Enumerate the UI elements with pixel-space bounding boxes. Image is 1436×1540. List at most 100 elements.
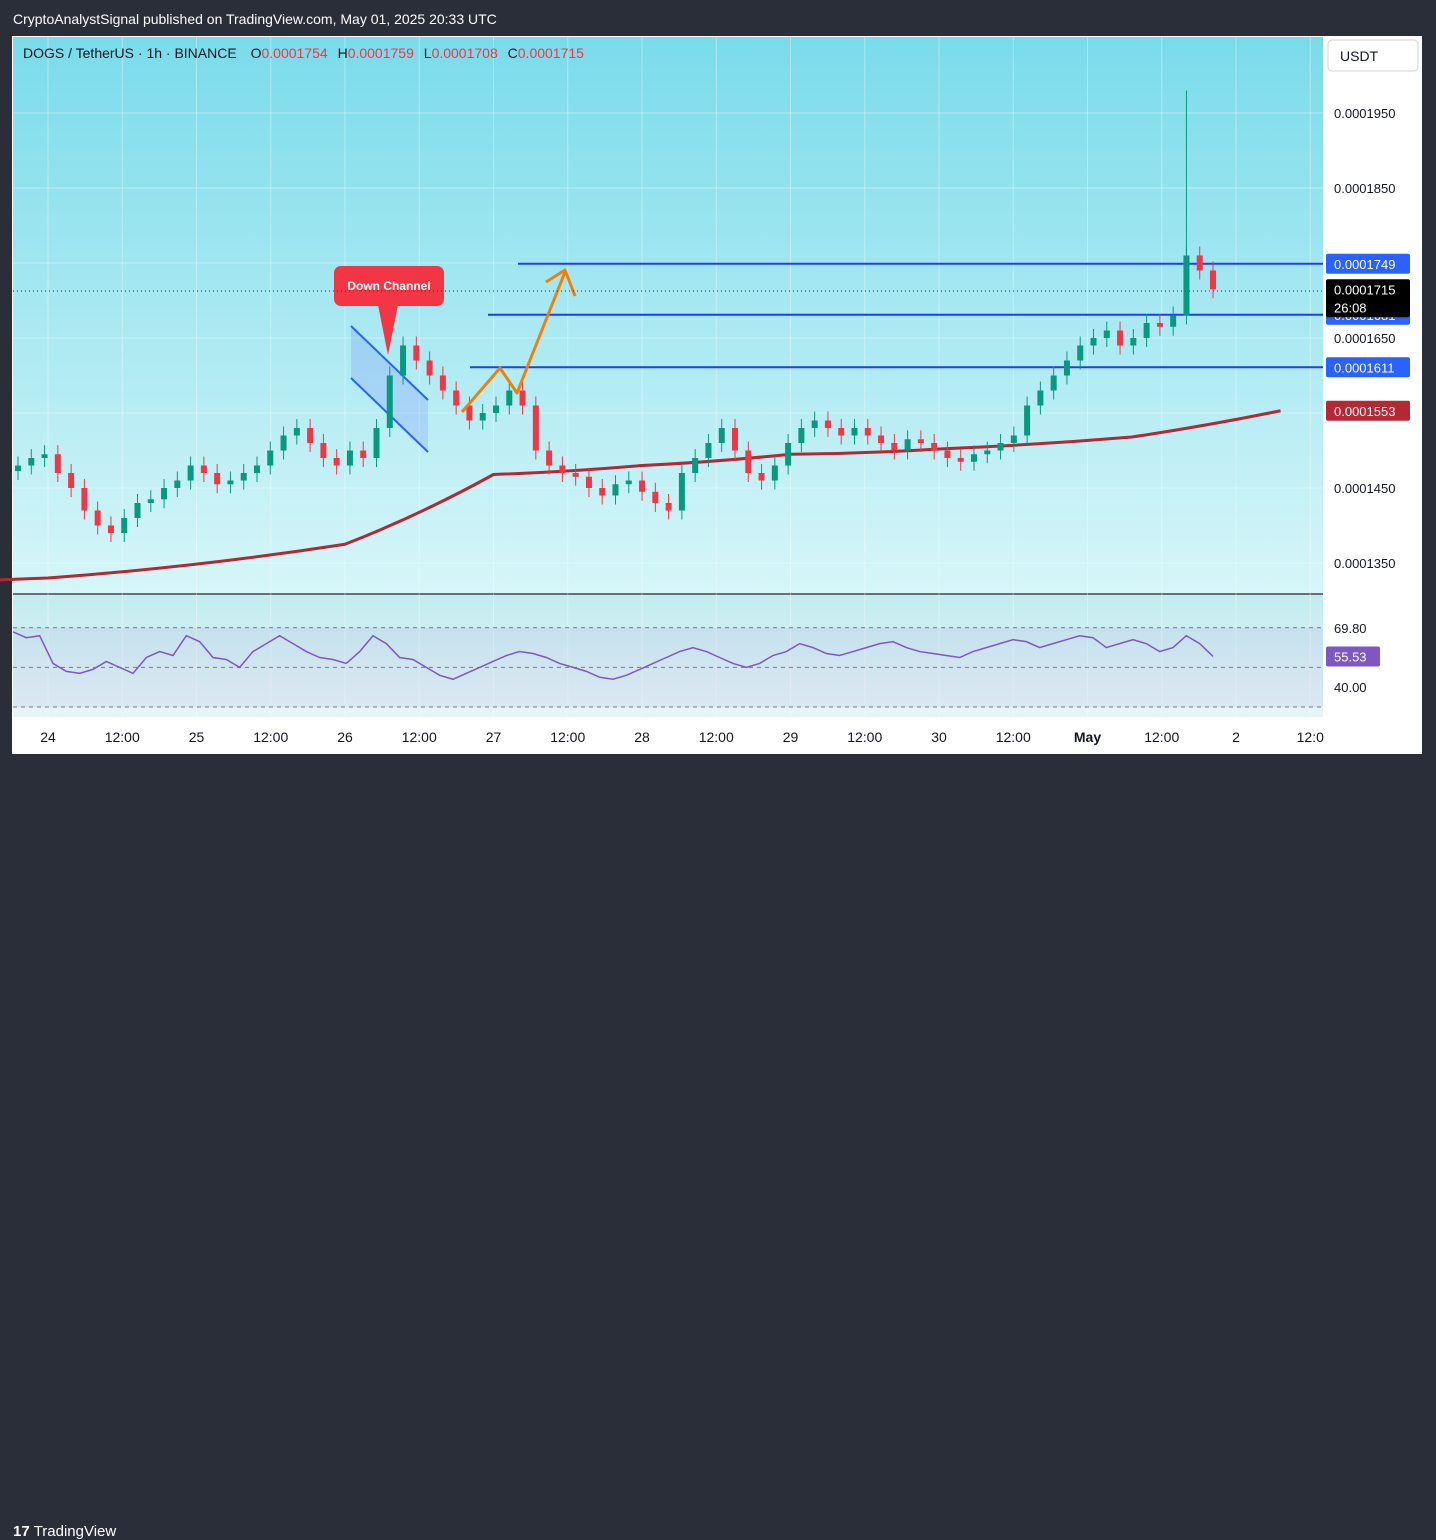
candle-body bbox=[1090, 338, 1097, 346]
time-tick-label: 2 bbox=[1232, 729, 1240, 745]
projection-arrow[interactable] bbox=[460, 268, 577, 413]
ma-price-tag bbox=[1326, 400, 1410, 421]
candle-body bbox=[612, 484, 619, 496]
ma-price-label: 0.0001553 bbox=[1334, 404, 1395, 419]
candle-body bbox=[1130, 338, 1137, 346]
candle-body bbox=[944, 450, 951, 458]
candle-body bbox=[1063, 360, 1070, 376]
candle-body bbox=[838, 428, 845, 436]
candle-body bbox=[174, 480, 181, 488]
candle-body bbox=[745, 450, 752, 473]
candle-body bbox=[891, 443, 898, 451]
time-tick-label: 27 bbox=[486, 729, 502, 745]
candle-body bbox=[1010, 435, 1017, 443]
time-tick-label: 12:0 bbox=[1297, 729, 1324, 745]
callout-label: Down Channel bbox=[347, 279, 430, 293]
price-tick-label: 0.0001350 bbox=[1334, 556, 1395, 571]
candle-body bbox=[453, 390, 460, 406]
candle-body bbox=[559, 465, 566, 473]
candle-body bbox=[1143, 323, 1150, 338]
price-tick-label: 0.0001950 bbox=[1334, 106, 1395, 121]
down-channel-callout[interactable]: Down Channel bbox=[334, 266, 444, 355]
candle-body bbox=[532, 405, 539, 451]
time-tick-label: 25 bbox=[189, 729, 205, 745]
rsi-indicator bbox=[12, 627, 1323, 708]
candle-body bbox=[878, 435, 885, 443]
candle-body bbox=[971, 454, 977, 462]
close-label: C bbox=[508, 45, 518, 61]
currency-button-box[interactable] bbox=[1327, 39, 1419, 72]
candle-body bbox=[1103, 330, 1110, 338]
candle-body bbox=[28, 458, 35, 466]
candle-body bbox=[320, 443, 327, 458]
candle-body bbox=[785, 443, 792, 466]
channel-upper-line[interactable] bbox=[350, 325, 429, 401]
tradingview-logo[interactable]: 17 TradingView bbox=[13, 1523, 116, 1540]
last-price-tag bbox=[1326, 279, 1410, 318]
high-label: H bbox=[338, 45, 348, 61]
candle-body bbox=[639, 480, 646, 492]
candle-body bbox=[360, 450, 367, 458]
tradingview-logo-text: TradingView bbox=[33, 1523, 117, 1540]
candle-body bbox=[824, 420, 831, 428]
candle-body bbox=[386, 375, 393, 428]
symbol-legend: DOGS / TetherUS · 1h · BINANCE O0.000175… bbox=[23, 45, 584, 61]
arrow-path[interactable] bbox=[460, 271, 567, 413]
candle-body bbox=[811, 420, 818, 428]
candle-body bbox=[599, 488, 606, 496]
candle-body bbox=[466, 405, 473, 421]
candle-body bbox=[307, 428, 314, 443]
grid bbox=[13, 37, 1323, 717]
candle-body bbox=[81, 488, 88, 511]
price-axis[interactable]: 0.00019500.00018500.00017500.00016500.00… bbox=[1326, 106, 1410, 571]
candle-body bbox=[54, 454, 61, 473]
candle-body bbox=[1077, 345, 1084, 361]
candle-body bbox=[41, 454, 48, 458]
candle-body bbox=[214, 473, 221, 485]
candle-body bbox=[732, 428, 738, 451]
level-price-tag bbox=[1326, 357, 1410, 378]
candle-body bbox=[280, 435, 287, 451]
candle-body bbox=[1183, 255, 1190, 316]
time-axis[interactable]: 24 12:00 25 12:00 26 12:00 27 12:00 28 12:00 29 12:… bbox=[40, 729, 1324, 745]
candle-body bbox=[200, 465, 207, 473]
candle-body bbox=[1156, 323, 1163, 327]
candle-body bbox=[240, 473, 247, 481]
rsi-tick-label: 69.80 bbox=[1334, 621, 1367, 636]
level-price-label: 0.0001611 bbox=[1334, 360, 1395, 375]
rsi-tick-label: 40.00 bbox=[1334, 680, 1367, 695]
open-value: 0.0001754 bbox=[261, 45, 327, 61]
candle-body bbox=[1117, 330, 1124, 346]
candle-body bbox=[1050, 375, 1057, 391]
time-tick-label: 12:00 bbox=[699, 729, 734, 745]
candle-body bbox=[293, 428, 300, 436]
price-tick-label: 0.0001850 bbox=[1334, 181, 1395, 196]
candle-body bbox=[625, 480, 632, 485]
candle-body bbox=[333, 458, 340, 466]
candlesticks bbox=[15, 90, 1216, 542]
candle-body bbox=[572, 473, 579, 477]
rsi-band-fill bbox=[13, 627, 1323, 707]
publish-line: CryptoAnalystSignal published on Trading… bbox=[13, 11, 497, 27]
callout-pointer bbox=[378, 305, 398, 355]
time-tick-label: 30 bbox=[931, 729, 947, 745]
candle-body bbox=[904, 439, 911, 451]
time-tick-label: 28 bbox=[634, 729, 650, 745]
candle-body bbox=[758, 473, 765, 481]
candle-body bbox=[94, 510, 101, 526]
callout-box bbox=[334, 266, 444, 306]
candle-body bbox=[147, 499, 154, 503]
candle-body bbox=[121, 518, 128, 533]
candle-body bbox=[678, 473, 685, 511]
currency-button[interactable]: USDT bbox=[1327, 39, 1419, 72]
time-tick-label: 12:00 bbox=[253, 729, 288, 745]
last-price-label: 0.0001715 bbox=[1334, 282, 1395, 297]
price-tick-label: 0.0001650 bbox=[1334, 331, 1395, 346]
moving-average bbox=[0, 409, 1281, 582]
chart-canvas[interactable]: Down Channel 0.00019500.00018500.0001750… bbox=[0, 0, 1436, 798]
candle-body bbox=[957, 458, 964, 462]
candle-body bbox=[519, 390, 526, 406]
candle-body bbox=[1037, 390, 1044, 406]
candle-body bbox=[439, 375, 446, 391]
